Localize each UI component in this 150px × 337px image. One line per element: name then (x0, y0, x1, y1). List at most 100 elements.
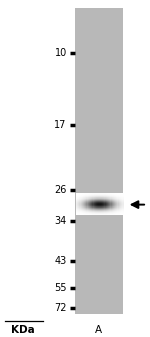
Bar (77, 200, 78, 201)
Bar (84, 211, 85, 212)
Bar (82, 200, 83, 201)
Bar (104, 203, 106, 204)
Bar (90, 206, 92, 207)
Bar (111, 193, 113, 194)
Bar (98, 196, 100, 197)
Bar (87, 203, 88, 204)
Bar (89, 201, 90, 202)
Bar (83, 200, 84, 201)
Bar (97, 194, 99, 195)
Bar (122, 214, 124, 215)
Bar (77, 206, 78, 207)
Bar (122, 205, 124, 206)
Bar (116, 200, 118, 201)
Bar (95, 196, 96, 197)
Text: A: A (95, 326, 102, 335)
Bar (122, 199, 124, 200)
Bar (113, 202, 114, 203)
Bar (96, 210, 98, 211)
Bar (94, 212, 95, 213)
Bar (117, 205, 119, 206)
Bar (102, 198, 104, 199)
Bar (108, 195, 109, 196)
Bar (121, 206, 123, 207)
Bar (92, 209, 94, 210)
Bar (122, 208, 124, 209)
Bar (91, 201, 93, 202)
Bar (122, 212, 124, 213)
Bar (119, 201, 120, 202)
Bar (115, 210, 117, 211)
Bar (110, 198, 112, 199)
Bar (89, 210, 90, 211)
Bar (83, 201, 84, 202)
Bar (113, 213, 114, 214)
Bar (103, 211, 105, 212)
Bar (92, 197, 94, 198)
Bar (103, 213, 105, 214)
Bar (103, 206, 105, 207)
Bar (78, 200, 80, 201)
Bar (103, 207, 105, 208)
Bar (103, 205, 105, 206)
Bar (106, 200, 107, 201)
Bar (101, 208, 102, 209)
Bar (81, 206, 82, 207)
Bar (110, 211, 112, 212)
Bar (94, 200, 95, 201)
Bar (119, 194, 120, 195)
Bar (76, 205, 77, 206)
Bar (98, 195, 100, 196)
Bar (107, 209, 108, 210)
Bar (113, 204, 114, 205)
Bar (97, 200, 99, 201)
Text: 26: 26 (54, 185, 67, 195)
Bar (122, 207, 124, 208)
Bar (102, 199, 104, 200)
Bar (102, 206, 104, 207)
Bar (77, 205, 78, 206)
Bar (113, 195, 114, 196)
Bar (119, 199, 120, 200)
Bar (104, 194, 106, 195)
Bar (98, 214, 100, 215)
Bar (116, 208, 118, 209)
Bar (117, 208, 119, 209)
Bar (102, 193, 104, 194)
Bar (77, 208, 78, 209)
Bar (87, 205, 88, 206)
Bar (110, 202, 112, 203)
Bar (91, 197, 93, 198)
Bar (79, 206, 81, 207)
Bar (102, 213, 104, 214)
Bar (102, 201, 104, 202)
Bar (113, 205, 114, 206)
Bar (81, 208, 82, 209)
Bar (91, 199, 93, 200)
Bar (77, 200, 78, 201)
Text: KDa: KDa (11, 326, 35, 335)
Bar (121, 210, 123, 211)
Bar (122, 194, 124, 195)
Bar (97, 196, 99, 197)
Bar (102, 210, 104, 211)
Bar (87, 194, 88, 195)
Bar (84, 193, 85, 194)
Bar (107, 202, 108, 203)
Bar (116, 194, 118, 195)
Bar (88, 206, 89, 207)
Bar (85, 204, 87, 205)
Bar (97, 199, 99, 200)
Bar (100, 205, 101, 206)
Bar (120, 214, 121, 215)
Bar (111, 210, 113, 211)
Bar (115, 213, 117, 214)
Bar (85, 207, 87, 208)
Bar (84, 210, 85, 211)
Bar (90, 200, 92, 201)
Bar (89, 195, 90, 196)
Bar (109, 202, 111, 203)
Bar (120, 211, 121, 212)
Bar (76, 213, 77, 214)
Bar (116, 211, 118, 212)
